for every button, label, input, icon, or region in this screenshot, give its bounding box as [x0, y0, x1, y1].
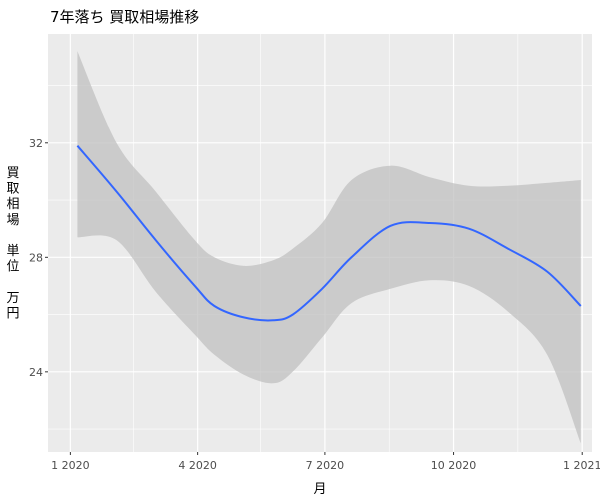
x-tick-label: 1 2021 [563, 459, 600, 472]
y-tick-label: 28 [29, 251, 43, 264]
y-axis-title-char: 買 [6, 166, 19, 181]
y-tick-label: 24 [29, 366, 43, 379]
x-axis-ticks: 1 2020 4 2020 7 2020 10 2020 1 2021 [51, 452, 600, 472]
y-tick-label: 32 [29, 137, 43, 150]
x-tick-label: 1 2020 [51, 459, 90, 472]
grid-major [48, 34, 592, 452]
y-axis-ticks: 24 28 32 [29, 137, 48, 379]
y-axis-title-char: 相 [6, 197, 19, 212]
trend-line [76, 145, 582, 322]
chart-title: 7年落ち 買取相場推移 [50, 8, 200, 26]
y-axis-title-char: 位 [6, 260, 19, 275]
y-axis-title-char: 円 [6, 306, 19, 321]
x-tick-label: 4 2020 [178, 459, 217, 472]
x-axis-title: 月 [313, 482, 326, 497]
x-tick-label: 7 2020 [306, 459, 345, 472]
y-axis-title-char: 取 [6, 182, 19, 197]
y-axis-title-char: 場 [6, 213, 19, 228]
y-axis-title-char: 単 [6, 243, 19, 259]
x-tick-label: 10 2020 [431, 459, 477, 472]
confidence-band [77, 51, 581, 444]
y-axis-title-char: 万 [6, 291, 19, 306]
